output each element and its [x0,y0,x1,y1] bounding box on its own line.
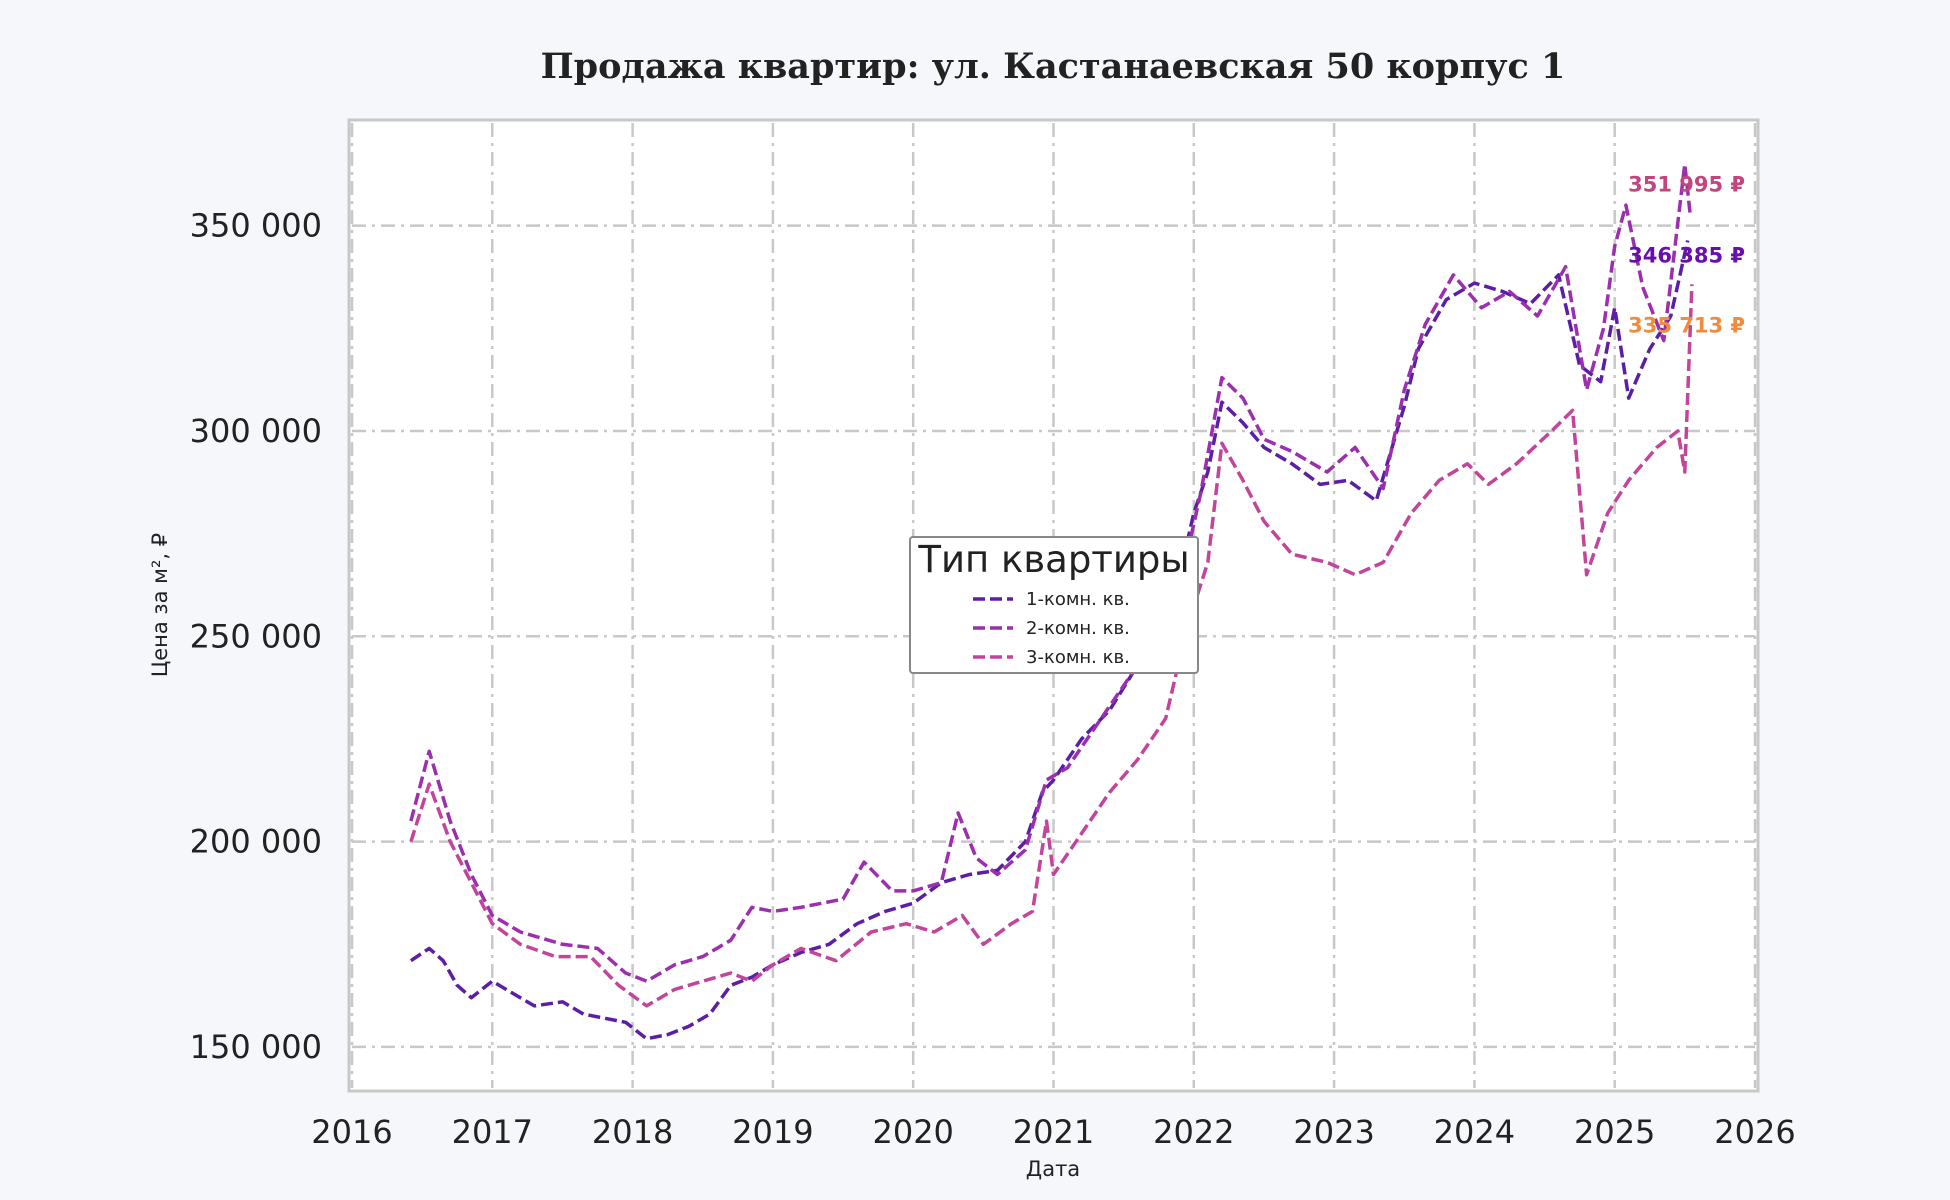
y-tick-label: 150 000 [190,1028,322,1066]
end-labels: 346 385 ₽ 351 995 ₽ 335 713 ₽ [1628,172,1745,337]
legend: Тип квартиры 1-комн. кв. 2-комн. кв. 3-ком… [909,536,1199,674]
legend-item-label: 1-комн. кв. [1026,589,1130,610]
x-axis-label: Дата [1026,1157,1080,1181]
x-tick-label: 2019 [732,1113,813,1151]
y-tick-label: 350 000 [190,207,322,245]
axis-ticks: 2016 2017 2018 2019 2020 2021 2022 2023 2024 2025… [190,207,1796,1151]
data-series [409,162,1694,1041]
y-tick-label: 250 000 [190,617,322,655]
x-tick-label: 2022 [1153,1113,1234,1151]
x-tick-label: 2026 [1714,1113,1795,1151]
legend-item-label: 2-комн. кв. [1026,618,1130,639]
series-end-label: 346 385 ₽ [1628,244,1745,268]
x-tick-label: 2024 [1434,1113,1515,1151]
x-tick-label: 2023 [1293,1113,1374,1151]
x-tick-label: 2017 [452,1113,533,1151]
y-tick-label: 300 000 [190,412,322,450]
x-tick-label: 2020 [872,1113,953,1151]
x-tick-label: 2021 [1013,1113,1094,1151]
series-end-label: 335 713 ₽ [1628,313,1745,337]
legend-box [909,536,1199,674]
legend-title: Тип квартиры [917,538,1189,581]
y-axis-label: Цена за м², ₽ [148,533,172,677]
x-tick-label: 2025 [1574,1113,1655,1151]
series-line [409,162,1693,983]
series-end-label: 351 995 ₽ [1628,172,1745,196]
x-tick-label: 2018 [592,1113,673,1151]
x-tick-label: 2016 [311,1113,392,1151]
chart-title: Продажа квартир: ул. Кастанаевская 50 ко… [541,46,1566,87]
y-tick-label: 200 000 [190,823,322,861]
legend-item-label: 3-комн. кв. [1026,647,1130,668]
grid-lines [350,123,1757,1088]
series-line [409,284,1694,1008]
